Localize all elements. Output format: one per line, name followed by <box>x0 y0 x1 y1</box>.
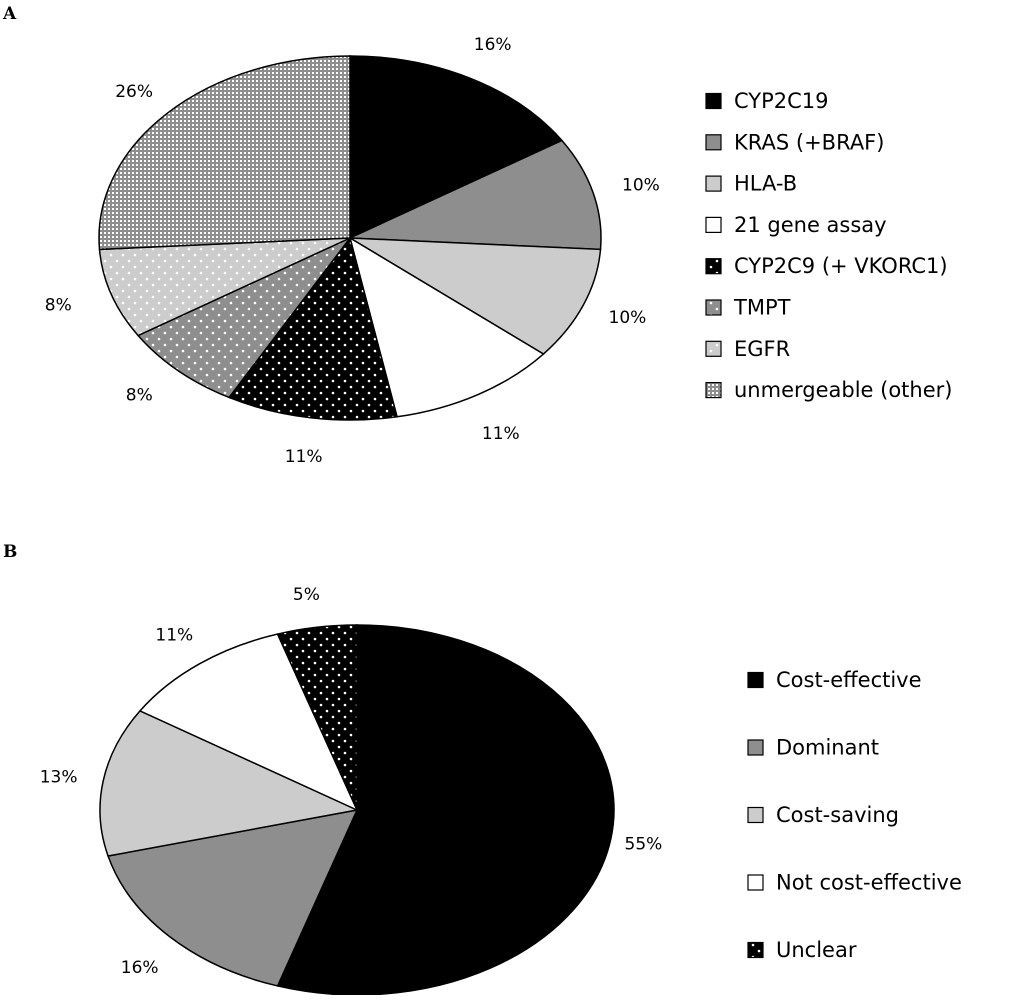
legend-label-kras-braf: KRAS (+BRAF) <box>734 130 884 154</box>
legend-swatch-21-gene-assay <box>705 216 722 233</box>
legend-label-cost-effective: Cost-effective <box>776 668 922 692</box>
value-label-tmpt: 8% <box>126 386 153 406</box>
pie-slice-hla-b <box>349 237 602 355</box>
pie-slice-21-gene-assay <box>348 236 545 418</box>
value-label-unclear: 5% <box>293 585 320 605</box>
pie-b-slices <box>99 624 615 996</box>
legend-swatch-kras-braf <box>705 134 722 151</box>
pie-slice-cyp2c9-vkorc1 <box>227 236 398 421</box>
legend-label-tmpt: TMPT <box>733 296 791 320</box>
legend-label-egfr: EGFR <box>734 337 790 361</box>
value-label-kras-braf: 10% <box>622 176 660 196</box>
pie-slice-egfr <box>98 237 351 337</box>
legend-swatch-unmergeable-other <box>705 382 722 399</box>
legend-label-unclear: Unclear <box>776 938 857 962</box>
pie-slice-tmpt <box>136 237 351 399</box>
legend-swatch-not-cost-effective <box>747 874 764 891</box>
value-label-cost-effective: 55% <box>625 835 663 855</box>
panel-a: A 16% 10% 10% 11% 11% 8% 8% 26% CYP2C19 KRAS (+B… <box>2 4 952 467</box>
pie-a-slices <box>98 55 602 421</box>
pie-slice-unclear <box>276 624 358 811</box>
pie-slice-cyp2c19 <box>349 55 564 240</box>
pie-slice-cost-saving <box>99 709 360 857</box>
legend-label-21-gene-assay: 21 gene assay <box>734 213 887 237</box>
pie-slice-not-cost-effective <box>138 633 359 812</box>
legend-swatch-cyp2c19 <box>705 92 722 110</box>
pie-slice-unmergeable-other <box>98 55 351 251</box>
value-label-hla-b: 10% <box>609 308 647 328</box>
panel-label-a: A <box>2 4 17 24</box>
pie-a-value-labels: 16% 10% 10% 11% 11% 8% 8% 26% <box>45 35 660 467</box>
legend-a: CYP2C19 KRAS (+BRAF) HLA-B 21 gene assay CYP… <box>705 89 952 402</box>
legend-swatch-dominant <box>747 739 764 756</box>
legend-label-dominant: Dominant <box>776 736 879 760</box>
value-label-cyp2c19: 16% <box>474 35 512 55</box>
legend-swatch-cyp2c9-vkorc1 <box>705 258 722 275</box>
panel-b: B 55%16%13%11%5% Cost-effectiveDominantC… <box>3 542 962 996</box>
pie-b-value-labels: 55% 16% 13% 11% 5% <box>40 585 663 978</box>
value-label-dominant: 16% <box>121 958 159 978</box>
legend-swatch-cost-effective <box>747 671 764 689</box>
value-label-egfr: 8% <box>45 295 72 315</box>
value-label-unmergeable-other: 26% <box>115 82 153 102</box>
legend-label-cost-saving: Cost-saving <box>776 803 899 827</box>
pie-slice-cost-effective <box>276 624 615 996</box>
legend-b: Cost-effective Dominant Cost-saving Not cos… <box>747 668 962 962</box>
legend-swatch-egfr <box>705 340 722 357</box>
value-label-not-cost-effective: 11% <box>155 625 193 645</box>
legend-swatch-unclear <box>747 941 764 959</box>
legend-label-cyp2c9-vkorc1: CYP2C9 (+ VKORC1) <box>734 254 948 278</box>
legend-swatch-tmpt <box>705 299 722 316</box>
legend-swatch-cost-saving <box>747 806 764 824</box>
legend-swatch-hla-b <box>705 175 722 192</box>
legend-label-unmergeable-other: unmergeable (other) <box>734 378 952 402</box>
value-label-21-gene-assay: 11% <box>482 424 520 444</box>
legend-label-cyp2c19: CYP2C19 <box>734 89 829 113</box>
panel-label-b: B <box>3 542 17 562</box>
legend-label-not-cost-effective: Not cost-effective <box>776 871 962 895</box>
pie-slice-kras-braf <box>349 139 602 251</box>
legend-label-hla-b: HLA-B <box>734 172 797 196</box>
value-label-cost-saving: 13% <box>40 767 78 787</box>
value-label-cyp2c9-vkorc1: 11% <box>285 447 323 467</box>
pie-slice-dominant <box>107 809 359 987</box>
